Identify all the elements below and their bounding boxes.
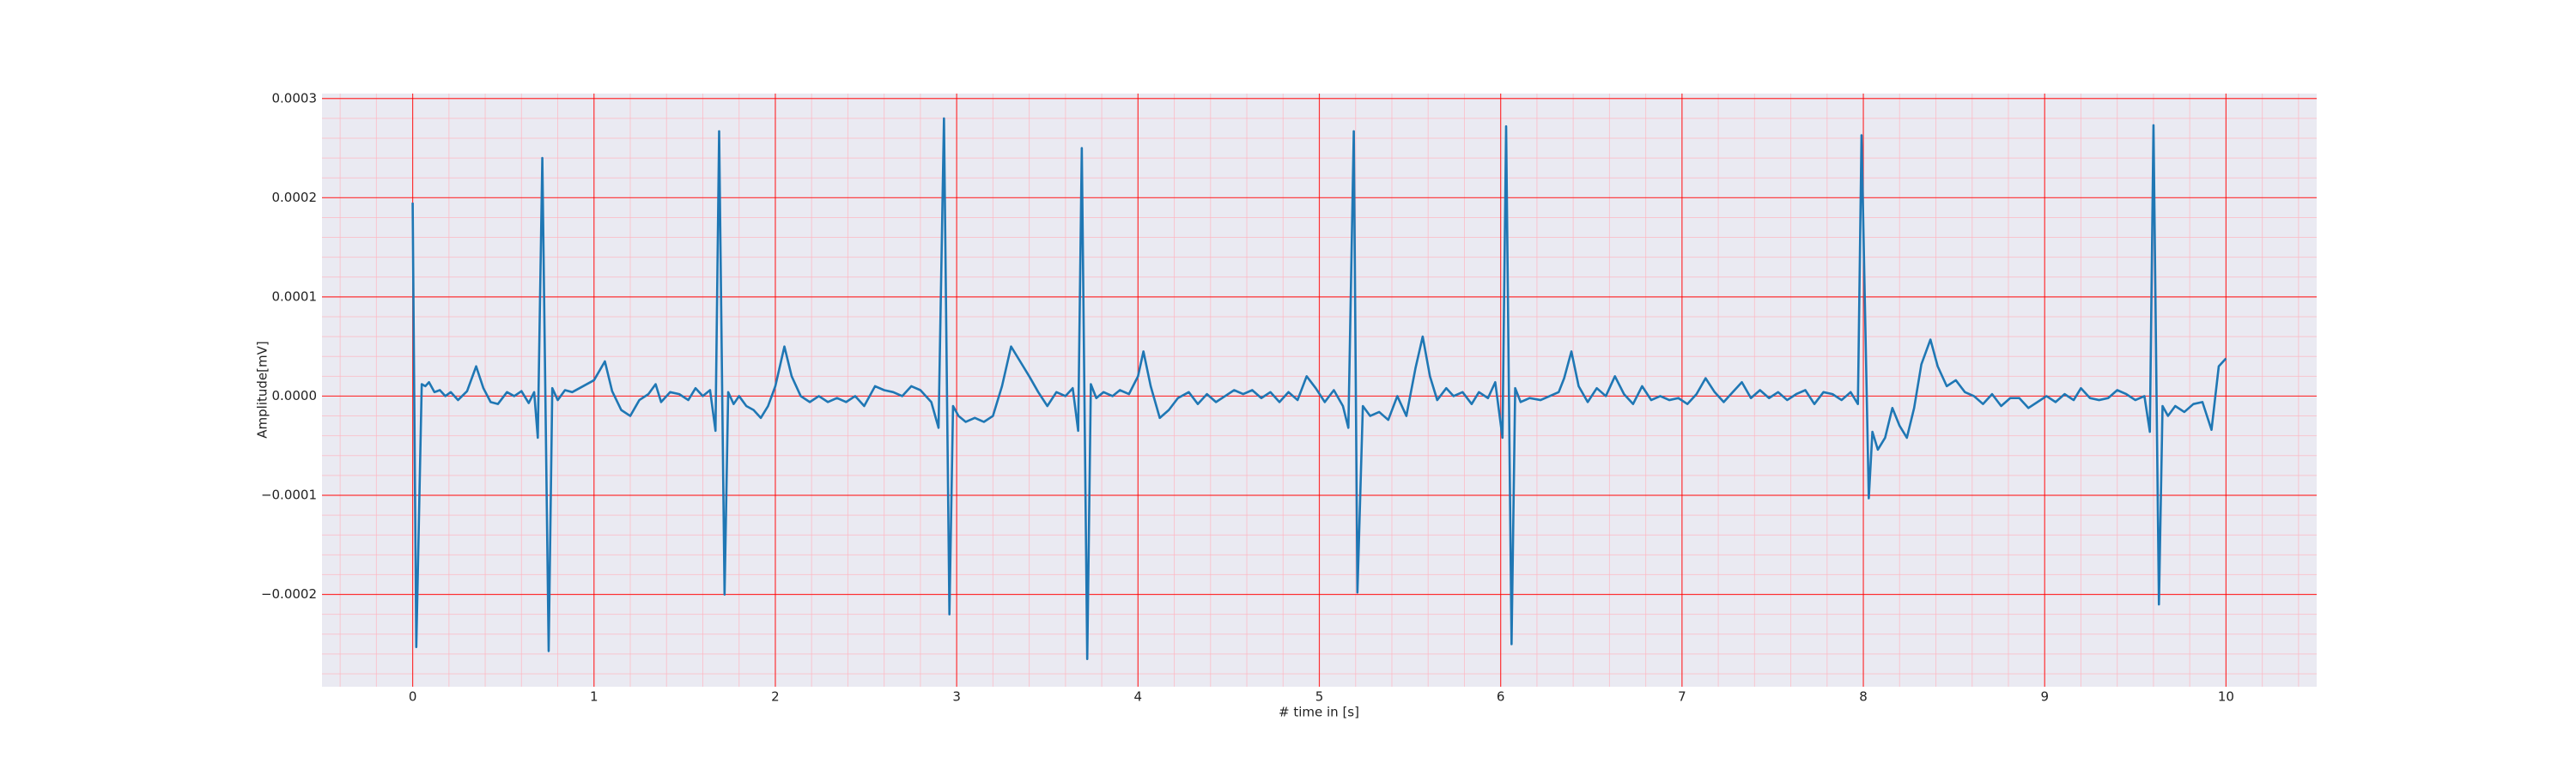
signal-line bbox=[411, 117, 2227, 660]
x-tick-label: 2 bbox=[771, 689, 780, 705]
y-tick-label: 0.0003 bbox=[272, 90, 318, 106]
x-tick-label: 5 bbox=[1315, 689, 1324, 705]
x-tick-label: 8 bbox=[1859, 689, 1868, 705]
plot-layer bbox=[322, 94, 2317, 687]
x-axis-label: # time in [s] bbox=[1279, 705, 1359, 720]
x-tick-label: 9 bbox=[2040, 689, 2049, 705]
y-tick-label: 0.0000 bbox=[272, 388, 318, 403]
y-tick-label: −0.0002 bbox=[261, 586, 317, 602]
x-tick-label: 4 bbox=[1134, 689, 1143, 705]
x-tick-label: 3 bbox=[952, 689, 961, 705]
y-tick-label: 0.0002 bbox=[272, 190, 318, 205]
y-tick-label: 0.0001 bbox=[272, 288, 318, 304]
y-tick-label: −0.0001 bbox=[261, 487, 317, 502]
y-axis-label: Amplitude[mV] bbox=[255, 341, 270, 438]
x-tick-label: 6 bbox=[1497, 689, 1505, 705]
x-tick-label: 7 bbox=[1678, 689, 1686, 705]
x-tick-label: 1 bbox=[590, 689, 598, 705]
x-tick-label: 10 bbox=[2218, 689, 2234, 705]
x-tick-label: 0 bbox=[409, 689, 417, 705]
